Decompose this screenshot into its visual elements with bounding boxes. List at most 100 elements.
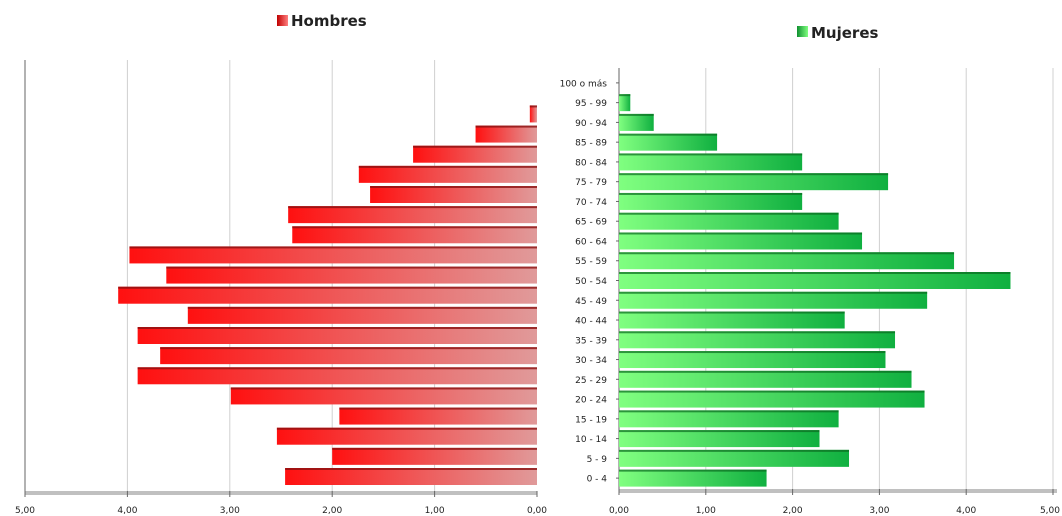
bar-mujeres-edge <box>619 331 896 334</box>
x-tick-label: 3,00 <box>869 506 889 516</box>
y-tick-label: 50 - 54 <box>575 277 607 287</box>
bar-hombres-edge <box>230 387 537 390</box>
x-tick-label: 4,00 <box>117 506 137 516</box>
bar-mujeres-edge <box>619 390 925 393</box>
bar-hombres <box>230 387 537 405</box>
bar-mujeres-edge <box>619 94 631 97</box>
bar-mujeres-edge <box>619 430 820 433</box>
x-tick-label: 5,00 <box>1040 506 1060 516</box>
bar-hombres <box>187 306 538 324</box>
bar-hombres <box>137 367 537 385</box>
bar-hombres-edge <box>129 246 537 249</box>
bar-mujeres-edge <box>619 370 912 373</box>
bar-hombres <box>166 266 537 284</box>
bar-hombres <box>129 246 537 264</box>
bar-mujeres-edge <box>619 291 928 294</box>
bar-mujeres <box>619 192 803 210</box>
y-tick-label: 70 - 74 <box>575 198 607 208</box>
y-tick-label: 60 - 64 <box>575 237 607 247</box>
y-tick-label: 90 - 94 <box>575 119 607 129</box>
bar-mujeres-edge <box>619 192 803 195</box>
x-axis-baseline <box>25 491 537 495</box>
bar-mujeres <box>619 370 912 388</box>
x-tick-label: 4,00 <box>956 506 976 516</box>
bar-hombres-edge <box>358 165 537 168</box>
bar-mujeres <box>619 94 631 112</box>
bar-mujeres-edge <box>619 410 839 413</box>
bar-hombres-edge <box>475 125 537 128</box>
bar-mujeres-edge <box>619 153 803 156</box>
y-tick-label: 5 - 9 <box>587 455 608 465</box>
bar-mujeres-edge <box>619 351 886 354</box>
legend-label-mujeres: Mujeres <box>811 24 878 42</box>
x-tick-label: 0,00 <box>609 506 629 516</box>
bar-hombres <box>529 105 537 123</box>
y-tick-label: 55 - 59 <box>575 257 607 267</box>
bar-mujeres-edge <box>619 449 850 452</box>
bar-hombres <box>137 327 537 344</box>
bar-mujeres-edge <box>619 469 767 472</box>
y-tick-label: 10 - 14 <box>575 435 607 445</box>
y-tick-label: 65 - 69 <box>575 218 607 228</box>
bar-hombres-edge <box>137 327 537 329</box>
bar-hombres-edge <box>529 105 537 108</box>
bar-hombres-edge <box>160 347 537 350</box>
bar-hombres <box>292 226 537 244</box>
bar-mujeres-edge <box>619 311 845 314</box>
x-tick-label: 2,00 <box>783 506 803 516</box>
bar-mujeres <box>619 449 850 467</box>
y-tick-label: 80 - 84 <box>575 158 607 168</box>
bar-hombres-edge <box>413 145 537 148</box>
y-tick-label: 35 - 39 <box>575 336 607 346</box>
bar-hombres <box>118 286 538 304</box>
bar-mujeres-edge <box>619 252 955 255</box>
bar-hombres-edge <box>118 286 538 289</box>
bar-hombres <box>358 165 537 183</box>
bar-hombres-edge <box>187 306 538 309</box>
y-tick-label: 45 - 49 <box>575 297 607 307</box>
bar-mujeres-edge <box>619 133 718 136</box>
bar-mujeres <box>619 252 955 270</box>
bar-hombres-edge <box>166 266 537 269</box>
bar-mujeres <box>619 351 886 369</box>
x-tick-label: 1,00 <box>696 506 716 516</box>
bar-hombres <box>475 125 537 143</box>
y-tick-label: 75 - 79 <box>575 178 607 188</box>
y-tick-label: 20 - 24 <box>575 396 607 406</box>
bar-hombres-edge <box>292 226 537 229</box>
bar-hombres <box>276 427 537 445</box>
y-tick-label: 100 o más <box>560 79 608 89</box>
bar-mujeres <box>619 430 820 448</box>
bar-mujeres <box>619 311 845 329</box>
y-tick-label: 95 - 99 <box>575 99 607 109</box>
bar-hombres-edge <box>370 186 537 188</box>
bar-mujeres-edge <box>619 272 1011 274</box>
bar-hombres <box>339 407 537 425</box>
bar-mujeres <box>619 212 839 230</box>
bar-hombres-edge <box>288 206 537 209</box>
bar-hombres <box>413 145 537 163</box>
x-tick-label: 0,00 <box>527 506 547 516</box>
bar-mujeres <box>619 133 718 151</box>
bar-mujeres <box>619 173 889 191</box>
legend-swatch-hombres <box>277 15 288 26</box>
bar-hombres <box>285 468 537 485</box>
bar-mujeres <box>619 291 928 309</box>
y-tick-label: 30 - 34 <box>575 356 607 366</box>
bar-mujeres-edge <box>619 113 654 116</box>
bar-hombres-edge <box>137 367 537 370</box>
x-axis-baseline <box>619 489 1057 493</box>
bar-hombres-edge <box>339 407 537 410</box>
bar-mujeres <box>619 410 839 428</box>
bar-mujeres <box>619 469 767 487</box>
legend-swatch-mujeres <box>797 26 808 37</box>
x-tick-label: 1,00 <box>425 506 445 516</box>
bar-mujeres <box>619 232 863 250</box>
bar-mujeres <box>619 390 925 408</box>
bar-hombres-edge <box>332 447 537 450</box>
x-tick-label: 3,00 <box>220 506 240 516</box>
bar-mujeres <box>619 113 654 131</box>
x-tick-label: 5,00 <box>15 506 35 516</box>
bar-hombres <box>370 186 537 203</box>
